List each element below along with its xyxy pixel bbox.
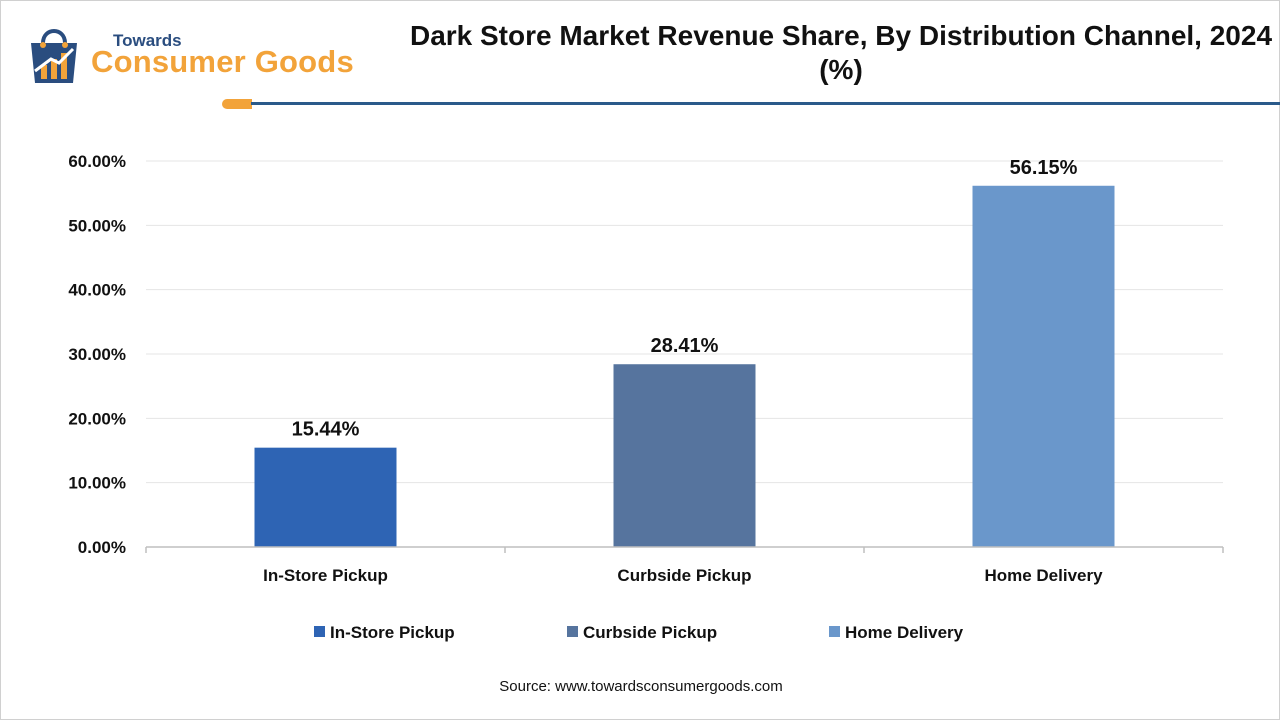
legend-swatch [314, 626, 325, 637]
bar [254, 447, 397, 547]
header-accent [222, 99, 252, 109]
x-tick-label: Curbside Pickup [617, 566, 751, 585]
data-label: 28.41% [651, 335, 719, 357]
y-tick-label: 60.00% [68, 152, 126, 171]
y-tick-label: 40.00% [68, 281, 126, 300]
y-tick-label: 10.00% [68, 474, 126, 493]
logo-line-2: Consumer Goods [91, 44, 354, 79]
legend-swatch [567, 626, 578, 637]
y-tick-label: 30.00% [68, 345, 126, 364]
source-note: Source: www.towardsconsumergoods.com [499, 678, 783, 695]
y-tick-label: 20.00% [68, 409, 126, 428]
data-label: 15.44% [292, 419, 360, 441]
logo-line-1: Towards [113, 31, 182, 50]
data-label: 56.15% [1010, 157, 1078, 179]
axes: 0.00% 10.00% 20.00% 30.00% 40.00% 50.00% 60.00… [68, 152, 1224, 585]
bar [972, 185, 1115, 548]
bars: 15.44% 28.41% 56.15% [254, 157, 1115, 548]
y-tick-label: 0.00% [78, 538, 126, 557]
bar [613, 364, 756, 547]
shopping-bag-logo-icon [31, 29, 77, 83]
header-divider [251, 102, 1280, 105]
brand-logo[interactable]: Towards Consumer Goods [21, 19, 371, 89]
x-tick-label: Home Delivery [984, 566, 1103, 585]
legend-swatch [829, 626, 840, 637]
legend-entry: Home Delivery [845, 623, 964, 642]
y-tick-label: 50.00% [68, 216, 126, 235]
x-tick-label: In-Store Pickup [263, 566, 388, 585]
chart-title: Dark Store Market Revenue Share, By Dist… [409, 20, 1273, 85]
legend-entry: In-Store Pickup [330, 623, 455, 642]
legend-entry: Curbside Pickup [583, 623, 717, 642]
legend: In-Store Pickup Curbside Pickup Home Deliv… [314, 623, 964, 642]
